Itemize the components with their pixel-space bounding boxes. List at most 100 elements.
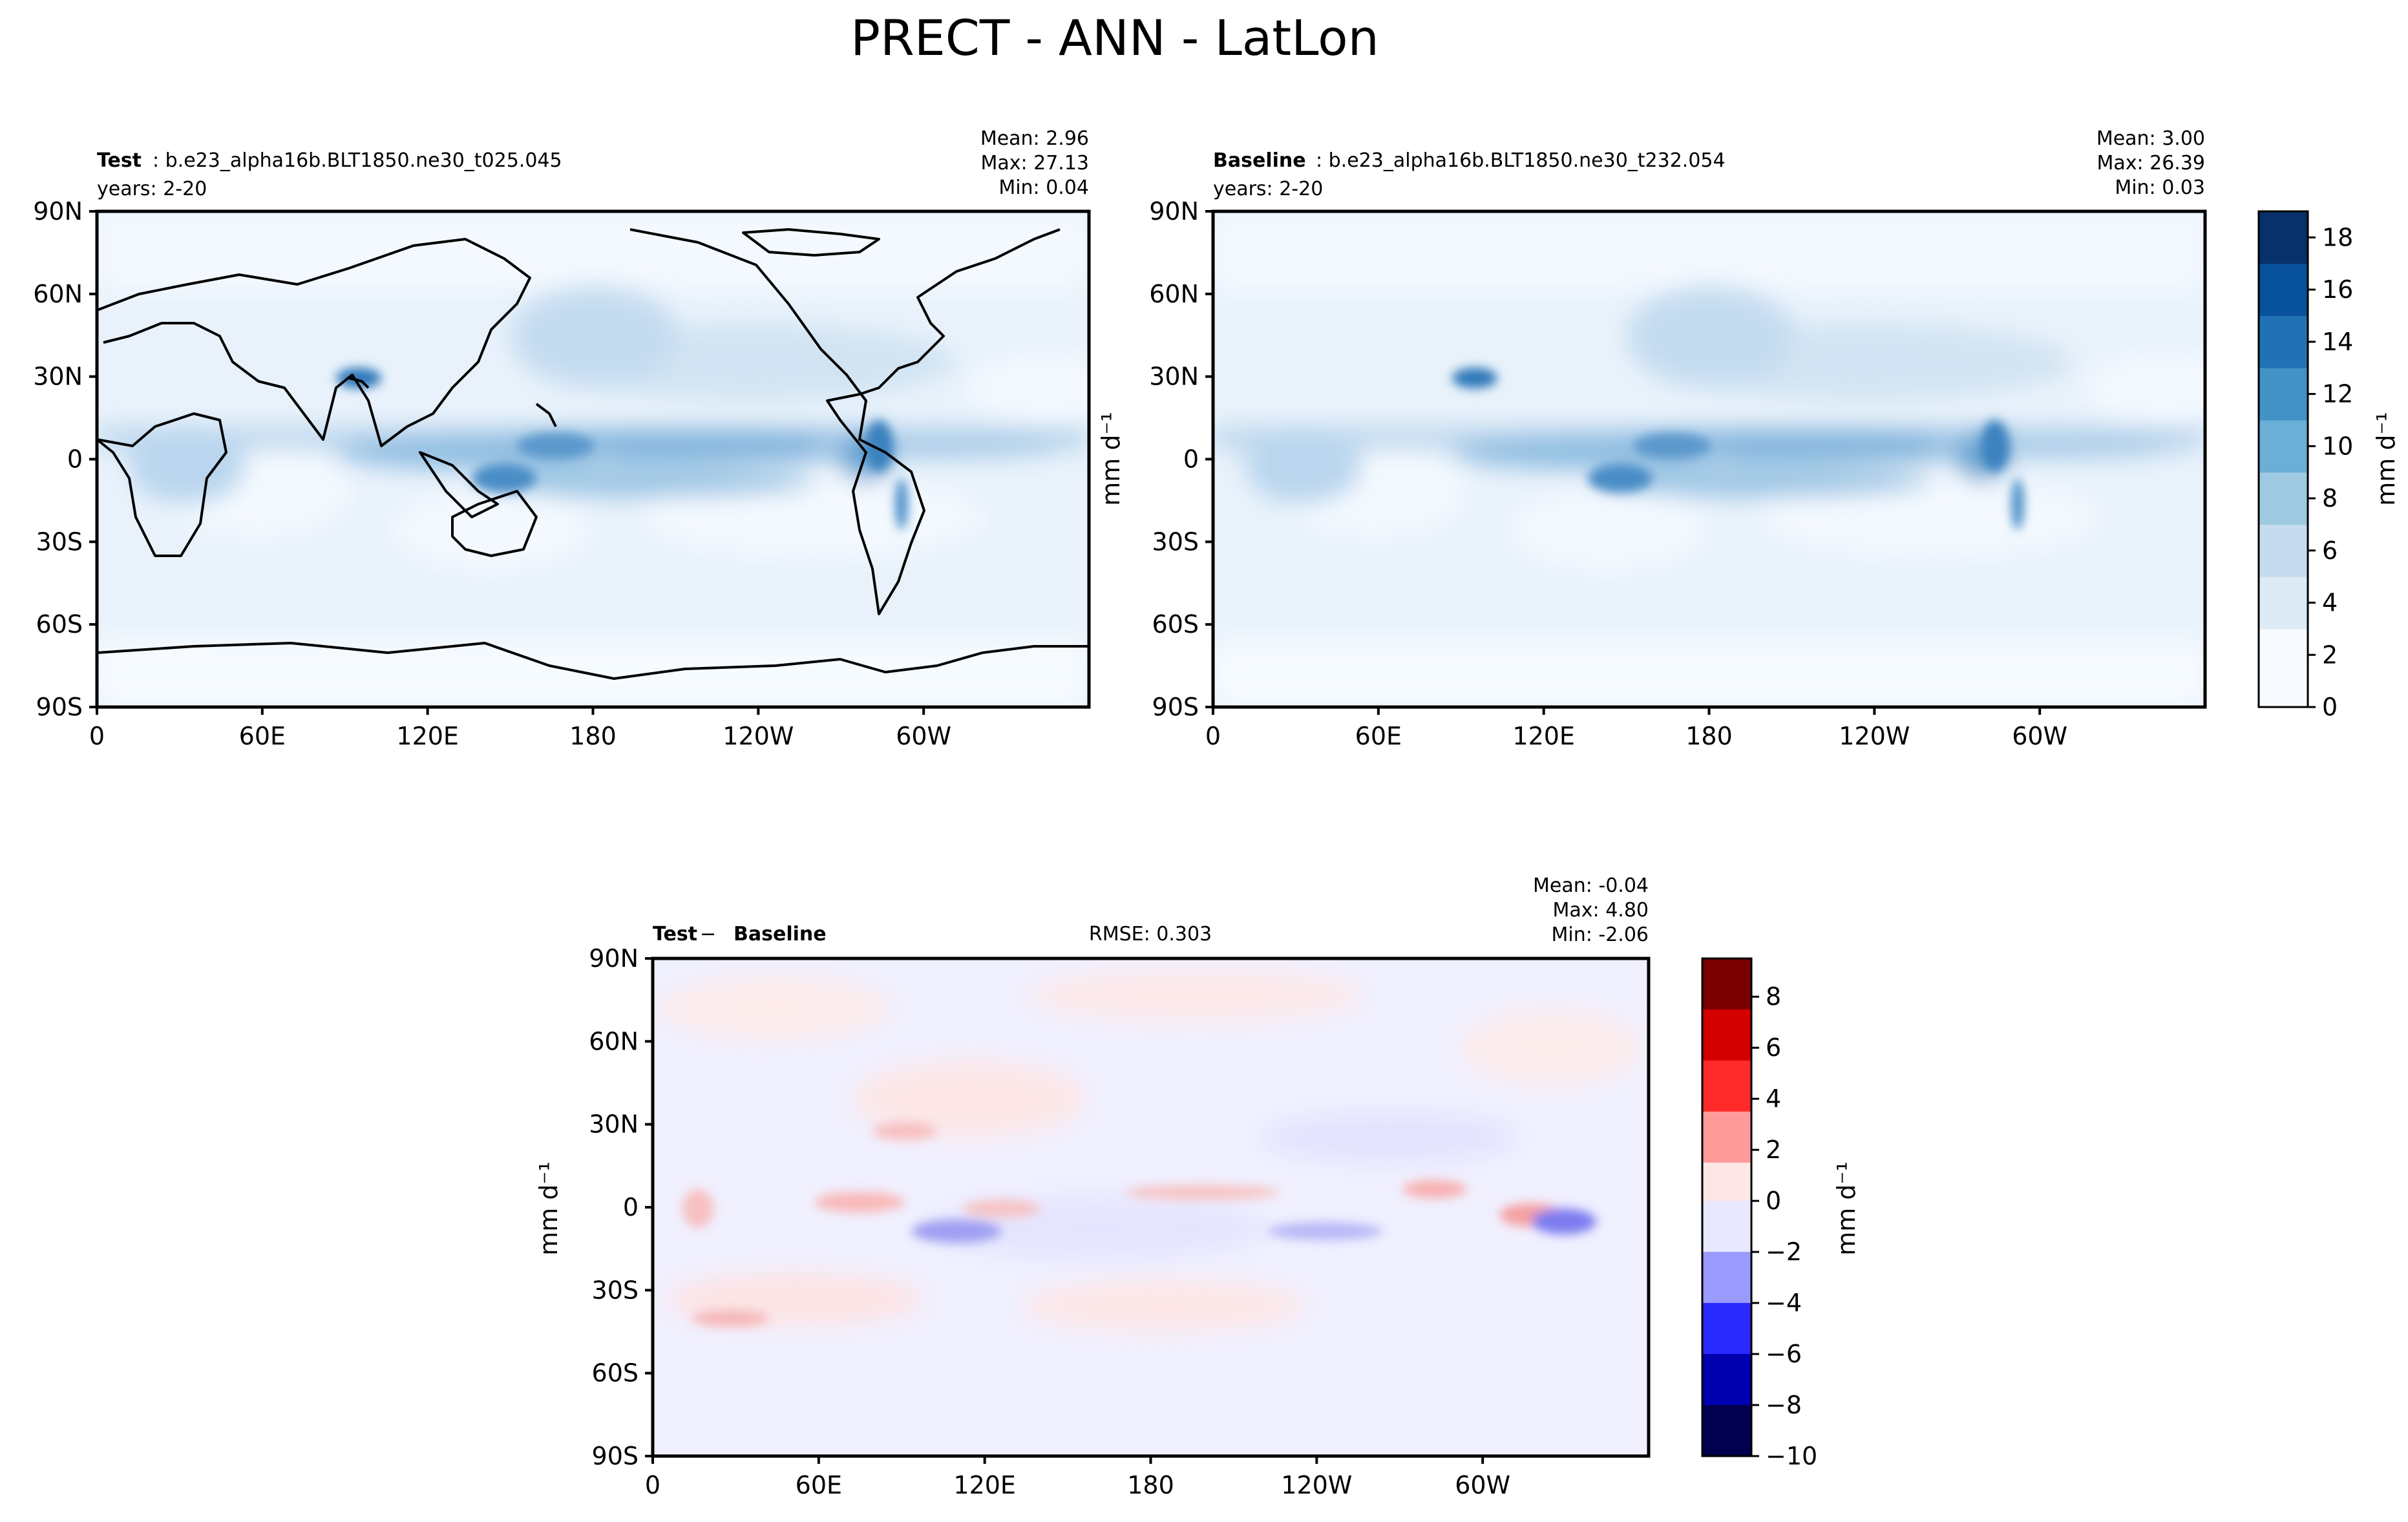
- lon-tick-label: 60W: [2012, 722, 2067, 750]
- colorbar-diff-band: [1702, 1111, 1751, 1125]
- lat-tick-label: 90N: [33, 197, 83, 226]
- panel-baseline: Baseline : b.e23_alpha16b.BLT1850.ne30_t…: [1211, 127, 2207, 709]
- colorbar-diff-band: [1702, 1150, 1751, 1163]
- lat-tick-label: 60S: [592, 1359, 639, 1388]
- colorbar-diff-band: [1702, 1162, 1751, 1176]
- panel-test-years: years: 2-20: [97, 178, 207, 200]
- side-label-mid: mm d⁻¹: [1097, 412, 1125, 506]
- lon-tick-label: 120E: [396, 722, 459, 750]
- colorbar-diff-tick-label: 0: [1766, 1187, 1781, 1215]
- colorbar-diff-band: [1702, 1201, 1751, 1214]
- colorbar-diff-band: [1702, 984, 1751, 997]
- lon-tick-label: 60W: [896, 722, 951, 750]
- lon-tick-label: 0: [1205, 722, 1221, 750]
- colorbar-diff-band: [1702, 1022, 1751, 1035]
- colorbar-diff-band: [1702, 1188, 1751, 1201]
- panel-diff-max: Max: 4.80: [1553, 899, 1649, 922]
- colorbar-precip-bands: [2259, 211, 2308, 708]
- colorbar-diff-band: [1702, 1086, 1751, 1099]
- panel-baseline-case: : b.e23_alpha16b.BLT1850.ne30_t232.054: [1316, 149, 1726, 172]
- colorbar-diff-tick-label: 8: [1766, 982, 1781, 1011]
- colorbar-diff-band: [1702, 1060, 1751, 1074]
- lat-tick-label: 60S: [1152, 610, 1199, 639]
- panel-diff-mean: Mean: -0.04: [1533, 874, 1649, 897]
- lat-tick-label: 60S: [36, 610, 83, 639]
- lat-tick-label: 90S: [36, 693, 83, 721]
- colorbar-precip-tick-label: 16: [2322, 275, 2353, 304]
- panel-baseline-label: Baseline: [1213, 149, 1306, 172]
- colorbar-diff-band: [1702, 1264, 1751, 1278]
- panel-test-field: [97, 211, 1089, 707]
- colorbar-diff-band: [1702, 1137, 1751, 1150]
- panel-baseline-mean: Mean: 3.00: [2096, 127, 2205, 150]
- lat-tick-label: 0: [67, 445, 83, 474]
- lat-tick-label: 30N: [33, 363, 83, 391]
- lon-tick-label: 60E: [239, 722, 286, 750]
- colorbar-diff-band: [1702, 1124, 1751, 1137]
- panel-test-min: Min: 0.04: [998, 176, 1089, 199]
- colorbar-precip-band: [2259, 368, 2308, 395]
- panel-test-mean: Mean: 2.96: [980, 127, 1089, 150]
- colorbar-diff-band: [1702, 1239, 1751, 1252]
- colorbar-precip-band: [2259, 211, 2308, 238]
- colorbar-precip-label: mm d⁻¹: [2372, 412, 2400, 506]
- colorbar-diff-tick-label: 2: [1766, 1136, 1781, 1164]
- colorbar-diff-band: [1702, 1430, 1751, 1444]
- colorbar-diff-frame: [1701, 957, 1753, 1457]
- colorbar-diff-band: [1702, 958, 1751, 972]
- lon-tick-label: 120W: [723, 722, 794, 750]
- colorbar-precip-band: [2259, 237, 2308, 264]
- colorbar-precip-tick-label: 4: [2322, 589, 2338, 617]
- colorbar-precip-tick-label: 14: [2322, 328, 2353, 356]
- colorbar-diff: 8 6 4 2 0 −2 −4 −6 −8 −10 mm d⁻¹: [1701, 957, 1861, 1470]
- lon-tick-label: 0: [89, 722, 105, 750]
- lon-tick-label: 0: [645, 1471, 660, 1499]
- colorbar-precip-band: [2259, 498, 2308, 525]
- colorbar-diff-tick-label: −8: [1766, 1391, 1802, 1419]
- lat-tick-label: 30N: [1149, 363, 1199, 391]
- panel-test-label: Test: [97, 149, 142, 172]
- lon-tick-label: 120E: [953, 1471, 1016, 1499]
- colorbar-diff-tick-label: −10: [1766, 1442, 1817, 1470]
- panel-test: Test : b.e23_alpha16b.BLT1850.ne30_t025.…: [95, 127, 1091, 709]
- lat-tick-label: 60N: [1149, 280, 1199, 308]
- colorbar-diff-band: [1702, 1379, 1751, 1393]
- colorbar-diff-band: [1702, 1303, 1751, 1316]
- colorbar-diff-band: [1702, 971, 1751, 984]
- side-label-diff-left: mm d⁻¹: [534, 1161, 563, 1256]
- lat-tick-label: 30S: [36, 527, 83, 556]
- colorbar-precip-band: [2259, 602, 2308, 629]
- colorbar-diff-band: [1702, 997, 1751, 1010]
- colorbar-diff-band: [1702, 1290, 1751, 1304]
- colorbar-diff-band: [1702, 1392, 1751, 1406]
- colorbar-precip-band: [2259, 290, 2308, 316]
- colorbar-diff-tick-label: −2: [1766, 1238, 1802, 1266]
- colorbar-diff-band: [1702, 1315, 1751, 1329]
- colorbar-precip-band: [2259, 628, 2308, 655]
- lat-tick-label: 30N: [589, 1110, 639, 1139]
- colorbar-diff-band: [1702, 1341, 1751, 1355]
- colorbar-diff-label: mm d⁻¹: [1832, 1161, 1861, 1256]
- colorbar-diff-tick-label: −4: [1766, 1289, 1802, 1317]
- panel-diff-rmse: RMSE: 0.303: [1089, 923, 1212, 946]
- colorbar-diff-band: [1702, 1277, 1751, 1291]
- colorbar-diff-band: [1702, 1366, 1751, 1380]
- colorbar-precip-tick-label: 8: [2322, 484, 2338, 513]
- colorbar-precip-tick-label: 18: [2322, 223, 2353, 251]
- lon-tick-label: 120E: [1512, 722, 1575, 750]
- colorbar-precip-band: [2259, 263, 2308, 290]
- panel-test-case: : b.e23_alpha16b.BLT1850.ne30_t025.045: [153, 149, 562, 172]
- panel-baseline-field: [1213, 211, 2205, 707]
- panel-test-max: Max: 27.13: [980, 152, 1089, 174]
- colorbar-precip-tick-label: 6: [2322, 536, 2338, 565]
- lat-tick-label: 90S: [592, 1442, 639, 1470]
- lat-tick-label: 90N: [589, 944, 639, 973]
- colorbar-precip-frame: [2257, 210, 2309, 708]
- colorbar-diff-band: [1702, 1048, 1751, 1061]
- lat-tick-label: 0: [1183, 445, 1199, 474]
- colorbar-diff-tick-label: −6: [1766, 1340, 1802, 1368]
- colorbar-precip-ticks: 0 2 4 6 8 10 12 14 16 18: [2308, 223, 2353, 721]
- colorbar-diff-band: [1702, 1354, 1751, 1368]
